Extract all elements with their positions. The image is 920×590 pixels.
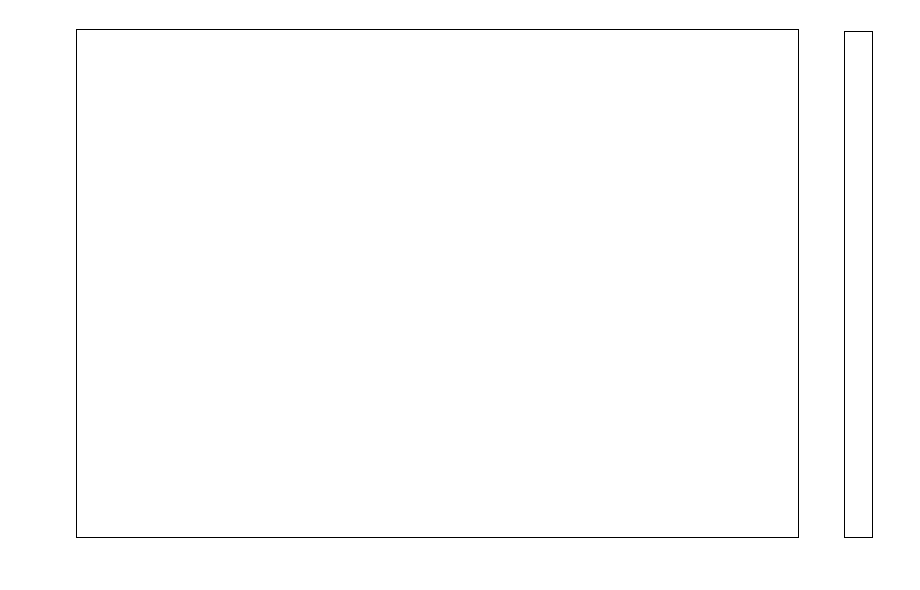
plot-area (76, 29, 799, 538)
colorbar-canvas (845, 32, 872, 537)
colorbar (844, 31, 873, 538)
heatmap-canvas (77, 30, 798, 537)
